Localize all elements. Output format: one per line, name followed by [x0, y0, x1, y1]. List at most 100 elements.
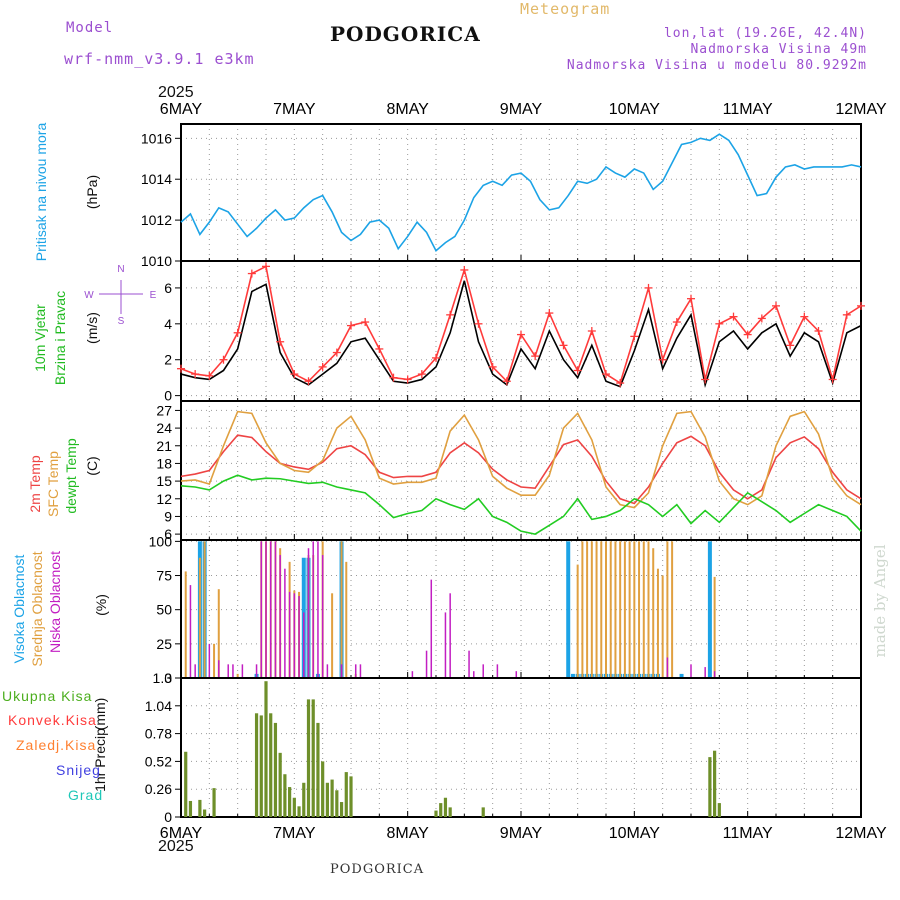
cloud-bar [241, 664, 244, 678]
cloud-bar [293, 593, 296, 678]
precip-bar [316, 722, 320, 817]
cloud-bar [345, 561, 348, 678]
cloud-bar [570, 673, 575, 678]
cloud-bar [331, 593, 334, 678]
precip-bar [344, 772, 348, 817]
time-label-bottom: 6MAY [160, 825, 203, 842]
model-label: Model [66, 20, 114, 36]
cloud-bar [496, 664, 499, 678]
cloud-bar [661, 575, 664, 678]
cloud-bar [354, 664, 357, 678]
cloud-bar [213, 643, 216, 678]
bottom-year: 2025 [158, 838, 194, 855]
precip-bar [288, 787, 292, 817]
cloud-bar [638, 541, 641, 678]
y-tick-label: 0 [164, 388, 172, 404]
precip-bar [330, 779, 334, 817]
panel-frame [180, 677, 862, 818]
y-tick-label: 25 [156, 636, 172, 652]
top-year: 2025 [158, 84, 194, 101]
cloud-bar [184, 571, 187, 678]
series-line [180, 133, 862, 253]
precip-bar [717, 803, 721, 817]
series-line [180, 434, 862, 505]
lonlat-label: lon,lat (19.26E, 42.4N) [663, 26, 867, 41]
cloud-bar [628, 541, 631, 678]
precip-bar [278, 752, 282, 817]
y-tick-label: 1.04 [145, 698, 172, 714]
cloud-bar [449, 593, 451, 678]
precip-bar [325, 782, 329, 817]
precip-bar [283, 774, 287, 817]
time-label-bottom: 10MAY [609, 825, 661, 842]
cloud-bar [265, 541, 267, 678]
cloud-bar [298, 596, 300, 678]
model-elevation-label: Nadmorska Visina u modelu 80.9292m [566, 58, 867, 73]
compass-letter: E [150, 290, 157, 301]
time-label-bottom: 11MAY [723, 825, 773, 842]
cloud-bar [605, 541, 607, 678]
time-label-top: 8MAY [386, 101, 429, 118]
y-tick-label: 0.26 [145, 781, 172, 797]
compass-letter: N [117, 264, 124, 275]
legend-freezing-rain: Zaledj.Kisa [16, 737, 97, 753]
y-tick-label: 50 [156, 602, 172, 618]
cloud-bar [194, 664, 196, 678]
cloud-bar [255, 664, 258, 678]
cloud-bar [666, 541, 669, 678]
cloud-bar [269, 541, 272, 678]
series-line [180, 265, 862, 385]
legend-convective-rain: Konvek.Kisa [8, 712, 97, 728]
cloud-bar [232, 664, 234, 678]
precip-bar [443, 797, 448, 817]
precip-bar [713, 750, 717, 817]
legend-hail: Grad [68, 787, 104, 803]
compass-letter: S [118, 316, 125, 327]
cloud-bar [623, 541, 626, 678]
precip-bar [335, 790, 339, 817]
cloud-bar [576, 564, 579, 678]
cloud-bar [713, 576, 716, 678]
y-tick-label: 6 [164, 526, 172, 542]
page-title: PODGORICA [330, 22, 481, 46]
cloud-bar [218, 660, 220, 678]
cloud-bar [260, 541, 263, 678]
cloud-bar [425, 650, 428, 678]
cloud-bar [600, 541, 603, 678]
y-tick-label: 0.52 [145, 753, 172, 769]
cloud-bar [321, 555, 324, 678]
time-label-bottom: 12MAY [835, 825, 887, 842]
legend-snow: Snijeg [56, 762, 101, 778]
footer-station: PODGORICA [330, 862, 425, 877]
time-label-bottom: 8MAY [386, 825, 429, 842]
cloud-bar [208, 643, 211, 678]
precip-bar [184, 751, 188, 817]
cloud-bar [566, 541, 571, 678]
cloud-bar [284, 568, 286, 678]
time-label-bottom: 7MAY [273, 825, 316, 842]
precip-bar [302, 782, 306, 817]
precip-bar [292, 797, 296, 817]
cloud-bar [704, 667, 706, 678]
cloud-bar [430, 579, 433, 678]
time-label-top: 10MAY [609, 101, 661, 118]
y-tick-label: 12 [156, 491, 172, 507]
cloud-bar [679, 673, 684, 678]
series-line [180, 410, 862, 509]
time-label-top: 11MAY [723, 101, 773, 118]
y-tick-label: 27 [156, 402, 172, 418]
precip-bar [264, 681, 268, 817]
cloud-bar [473, 671, 475, 678]
cloud-bar [203, 541, 206, 678]
cloud-bar [279, 555, 281, 678]
cloud-bar [359, 664, 362, 678]
cloud-bar [713, 671, 716, 678]
cloud-bar [633, 541, 636, 678]
cloud-bar [581, 541, 584, 678]
precip-bar [259, 715, 263, 817]
cloud-bar [614, 541, 617, 678]
precip-bar [349, 776, 353, 817]
precip-bar [212, 788, 216, 817]
precip-bar [708, 757, 712, 817]
